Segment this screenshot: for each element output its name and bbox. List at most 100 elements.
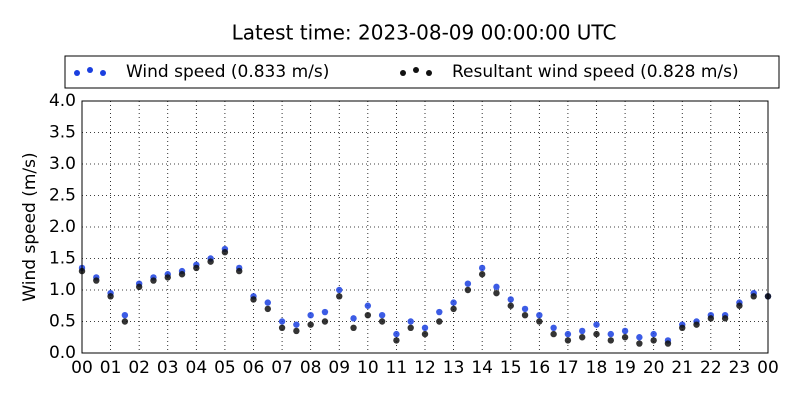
data-point [636,334,643,341]
data-point [450,305,457,313]
legend-label: Resultant wind speed (0.828 m/s) [452,62,739,82]
data-point [264,299,271,306]
data-point [278,324,286,331]
data-point [650,337,657,344]
legend-marker [100,70,106,76]
data-point [750,293,757,300]
legend-marker [426,70,432,76]
x-tick-label: 14 [471,358,493,378]
data-point [236,267,243,275]
data-point [650,330,657,338]
data-point [493,283,500,291]
data-point [178,271,186,278]
data-point [350,315,357,322]
data-point [536,312,543,319]
data-point [493,289,500,297]
x-tick-label: 15 [500,358,522,378]
x-tick-label: 01 [100,358,122,378]
data-point [507,302,514,309]
data-point [150,277,157,284]
data-point [264,305,271,313]
x-tick-label: 10 [357,358,379,378]
y-tick-label: 3.0 [49,154,76,174]
x-tick-label: 00 [757,358,779,378]
data-point [293,327,300,335]
data-point [121,318,129,325]
data-point [307,312,314,319]
data-point [421,324,429,331]
data-point [478,271,486,278]
data-point [307,321,314,328]
legend-marker [87,67,93,73]
legend [64,55,780,89]
x-tick-label: 11 [386,358,408,378]
data-point [378,312,386,319]
data-point [321,318,329,325]
data-point [721,315,729,322]
data-point [221,249,229,256]
legend-marker [413,67,419,73]
data-point [393,330,400,338]
data-point [507,296,514,303]
data-point [579,334,586,341]
data-point [521,312,529,319]
data-point [636,340,643,347]
data-point [564,330,572,338]
data-point [393,337,400,344]
x-tick-label: 13 [443,358,465,378]
data-point [293,321,300,328]
x-tick-label: 04 [186,358,208,378]
data-point [679,324,686,331]
x-tick-label: 02 [128,358,150,378]
data-point [93,277,100,284]
y-axis-label: Wind speed (m/s) [20,152,40,301]
x-tick-label: 18 [586,358,608,378]
data-point [436,318,443,325]
x-tick-label: 16 [529,358,551,378]
data-point [250,296,257,303]
data-point [278,318,286,325]
x-tick-label: 09 [328,358,350,378]
data-point [693,321,700,328]
chart-title: Latest time: 2023-08-09 00:00:00 UTC [232,21,617,45]
data-point [350,324,357,331]
data-point [607,337,614,344]
data-point [664,340,672,347]
data-point [407,318,414,325]
data-point [378,318,386,325]
data-point [364,302,372,309]
data-point [607,330,614,338]
x-tick-label: 06 [243,358,265,378]
x-tick-label: 19 [614,358,636,378]
y-tick-label: 3.5 [49,123,76,143]
legend-marker [74,70,80,76]
data-point [336,286,343,294]
y-tick-label: 2.5 [49,186,76,206]
x-tick-label: 08 [300,358,322,378]
x-tick-label: 20 [643,358,665,378]
data-point [407,324,414,331]
data-point [464,280,472,287]
data-point [593,321,600,328]
data-point [121,312,129,319]
data-point [336,293,343,300]
data-point [621,334,629,341]
x-tick-label: 12 [414,358,436,378]
data-point [321,308,329,316]
x-tick-label: 22 [700,358,722,378]
y-tick-label: 0.5 [49,312,76,332]
plot-frame [81,100,769,354]
data-point [164,274,171,281]
y-tick-label: 4.0 [49,91,76,111]
data-point [364,312,372,319]
data-point [564,337,572,344]
data-point [593,330,600,338]
data-point [707,315,715,322]
y-tick-label: 2.0 [49,217,76,237]
data-point [736,302,743,309]
data-point [207,258,214,265]
y-tick-label: 1.0 [49,280,76,300]
x-tick-label: 05 [214,358,236,378]
data-point [436,308,443,316]
